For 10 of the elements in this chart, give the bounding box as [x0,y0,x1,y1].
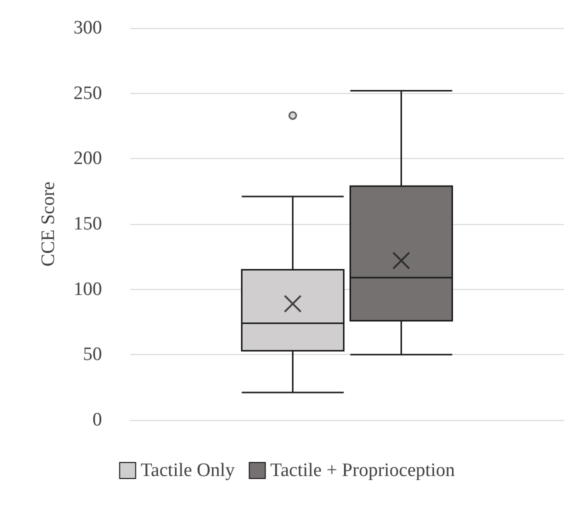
legend-label: Tactile Only [140,460,236,481]
y-tick-label: 200 [74,148,102,170]
legend-label: Tactile + Proprioception [270,460,456,481]
y-tick-label: 50 [83,344,102,366]
y-tick-label: 150 [74,214,102,234]
y-tick-label: 300 [74,18,102,38]
y-axis-title: CCE Score [38,182,59,266]
y-tick-label: 0 [92,410,102,430]
y-tick-label: 250 [74,82,102,104]
y-tick-label: 100 [74,278,102,300]
